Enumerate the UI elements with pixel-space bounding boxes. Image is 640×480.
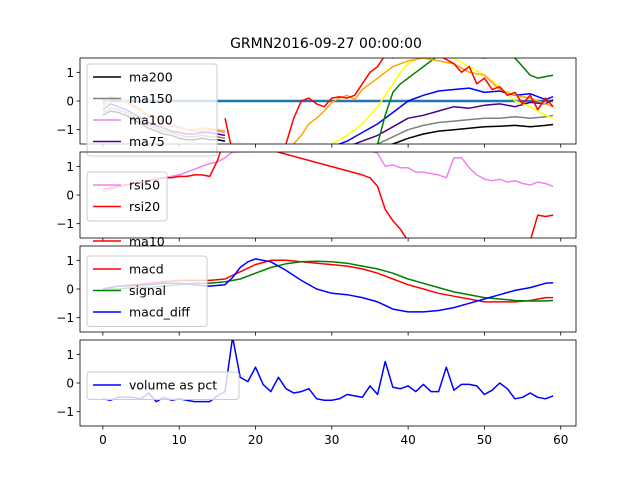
series-line-ma_yellow xyxy=(331,58,554,144)
y-tick-label: 1 xyxy=(66,66,74,80)
legend-label: signal xyxy=(129,283,166,298)
legend-label: ma150 xyxy=(129,91,173,106)
series-line-ma_green xyxy=(376,58,554,144)
panel-rsi: −1 0 1 rsi50 rsi20 xyxy=(56,151,577,242)
legend-label: volume as pct xyxy=(129,378,217,393)
legend-box xyxy=(86,255,208,327)
legend-label: macd xyxy=(129,262,164,277)
y-tick-label: 1 xyxy=(66,254,74,268)
series-line-ma_orange_right xyxy=(293,58,554,144)
legend-label: rsi20 xyxy=(129,199,160,214)
x-tick-label: 30 xyxy=(324,433,339,447)
legend-overflow-ma10: ma10 xyxy=(93,234,165,249)
y-tick-label: 0 xyxy=(66,95,74,109)
legend-label: ma200 xyxy=(129,70,173,85)
x-tick-label: 0 xyxy=(99,433,107,447)
legend: volume as pct xyxy=(86,371,240,400)
legend-box xyxy=(86,371,240,400)
y-tick-label: −1 xyxy=(56,123,74,137)
y-tick-label: 0 xyxy=(66,189,74,203)
legend-label: macd_diff xyxy=(129,305,190,320)
legend: rsi50 rsi20 xyxy=(86,171,168,222)
y-tick-label: 0 xyxy=(66,283,74,297)
legend-label: ma10 xyxy=(129,234,165,249)
series-line-ma200 xyxy=(390,123,554,144)
y-tick-label: 1 xyxy=(66,160,74,174)
legend-label: ma100 xyxy=(129,113,173,128)
y-tick-label: −1 xyxy=(56,405,74,419)
x-tick-label: 20 xyxy=(248,433,263,447)
legend-label: ma75 xyxy=(129,134,165,149)
series-line-ma_blue xyxy=(337,87,554,144)
series-line-ma10 xyxy=(224,58,554,144)
panel-macd: −1 0 1 macd signal macd_diff xyxy=(56,245,577,336)
x-tick-label: 10 xyxy=(172,433,187,447)
y-tick-label: −1 xyxy=(56,217,74,231)
y-tick-label: −1 xyxy=(56,311,74,325)
series-line-ma150 xyxy=(374,114,554,144)
legend-box xyxy=(86,63,218,157)
legend: ma200 ma150 ma100 ma75 xyxy=(86,63,218,157)
panel-price: −1 0 1 ma200 ma150 ma100 ma75 xyxy=(56,57,577,157)
legend-label: rsi50 xyxy=(129,178,160,193)
y-tick-label: 1 xyxy=(66,348,74,362)
x-tick-label: 40 xyxy=(400,433,415,447)
legend: macd signal macd_diff xyxy=(86,255,208,327)
x-tick-label: 60 xyxy=(553,433,568,447)
y-tick-label: 0 xyxy=(66,377,74,391)
x-tick-label: 50 xyxy=(477,433,492,447)
chart-title: GRMN2016-09-27 00:00:00 xyxy=(230,36,422,52)
